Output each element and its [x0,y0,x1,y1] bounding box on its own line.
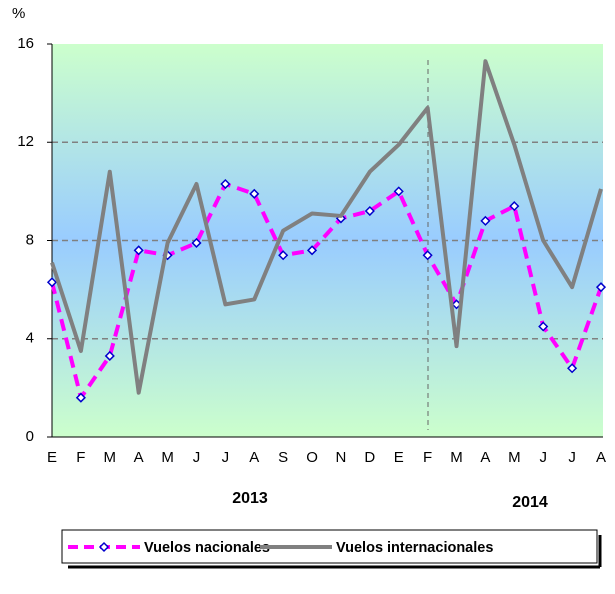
x-tick-label: A [596,449,606,466]
point-marker [306,245,318,256]
x-tick-label: J [539,449,547,466]
x-tick-label: F [76,449,85,466]
point-marker [104,350,115,362]
x-tick-label: E [47,449,57,466]
x-tick-label: J [222,449,230,466]
point-marker [133,245,144,256]
x-tick-label: A [480,449,490,466]
x-tick-label: S [278,449,288,466]
point-marker [249,188,260,199]
y-tick-label: 0 [26,428,34,445]
y-tick-label: 4 [26,330,34,347]
point-marker [393,186,404,197]
point-marker [364,205,375,217]
x-tick-label: M [450,449,463,466]
point-marker [567,363,578,374]
point-marker [191,237,202,249]
x-tick-label: O [306,449,318,466]
x-tick-label: J [193,449,201,466]
point-marker [480,215,491,226]
y-tick-label: 12 [17,133,34,150]
point-marker [75,392,86,403]
x-tick-label: M [161,449,174,466]
point-marker [422,250,433,261]
point-marker [220,178,231,190]
year-label: 2013 [232,490,268,507]
point-marker [278,250,289,261]
series-line [50,182,603,400]
y-unit: % [12,5,25,22]
point-marker [509,201,520,212]
series-line [50,59,603,395]
x-tick-label: F [423,449,432,466]
point-marker [46,277,58,288]
x-tick-label: M [508,449,521,466]
x-tick-label: M [104,449,117,466]
x-tick-label: D [364,449,375,466]
y-tick-label: 16 [17,35,34,52]
x-tick-label: E [394,449,404,466]
x-tick-label: A [249,449,259,466]
x-tick-label: A [134,449,144,466]
point-marker [595,282,607,293]
legend-label: Vuelos nacionales [144,540,270,556]
legend-label: Vuelos internacionales [336,540,493,556]
x-tick-label: N [336,449,347,466]
point-marker [538,321,549,332]
year-label: 2014 [512,494,548,511]
x-tick-label: J [568,449,576,466]
legend-marker [98,541,110,553]
y-tick-label: 8 [26,231,34,248]
